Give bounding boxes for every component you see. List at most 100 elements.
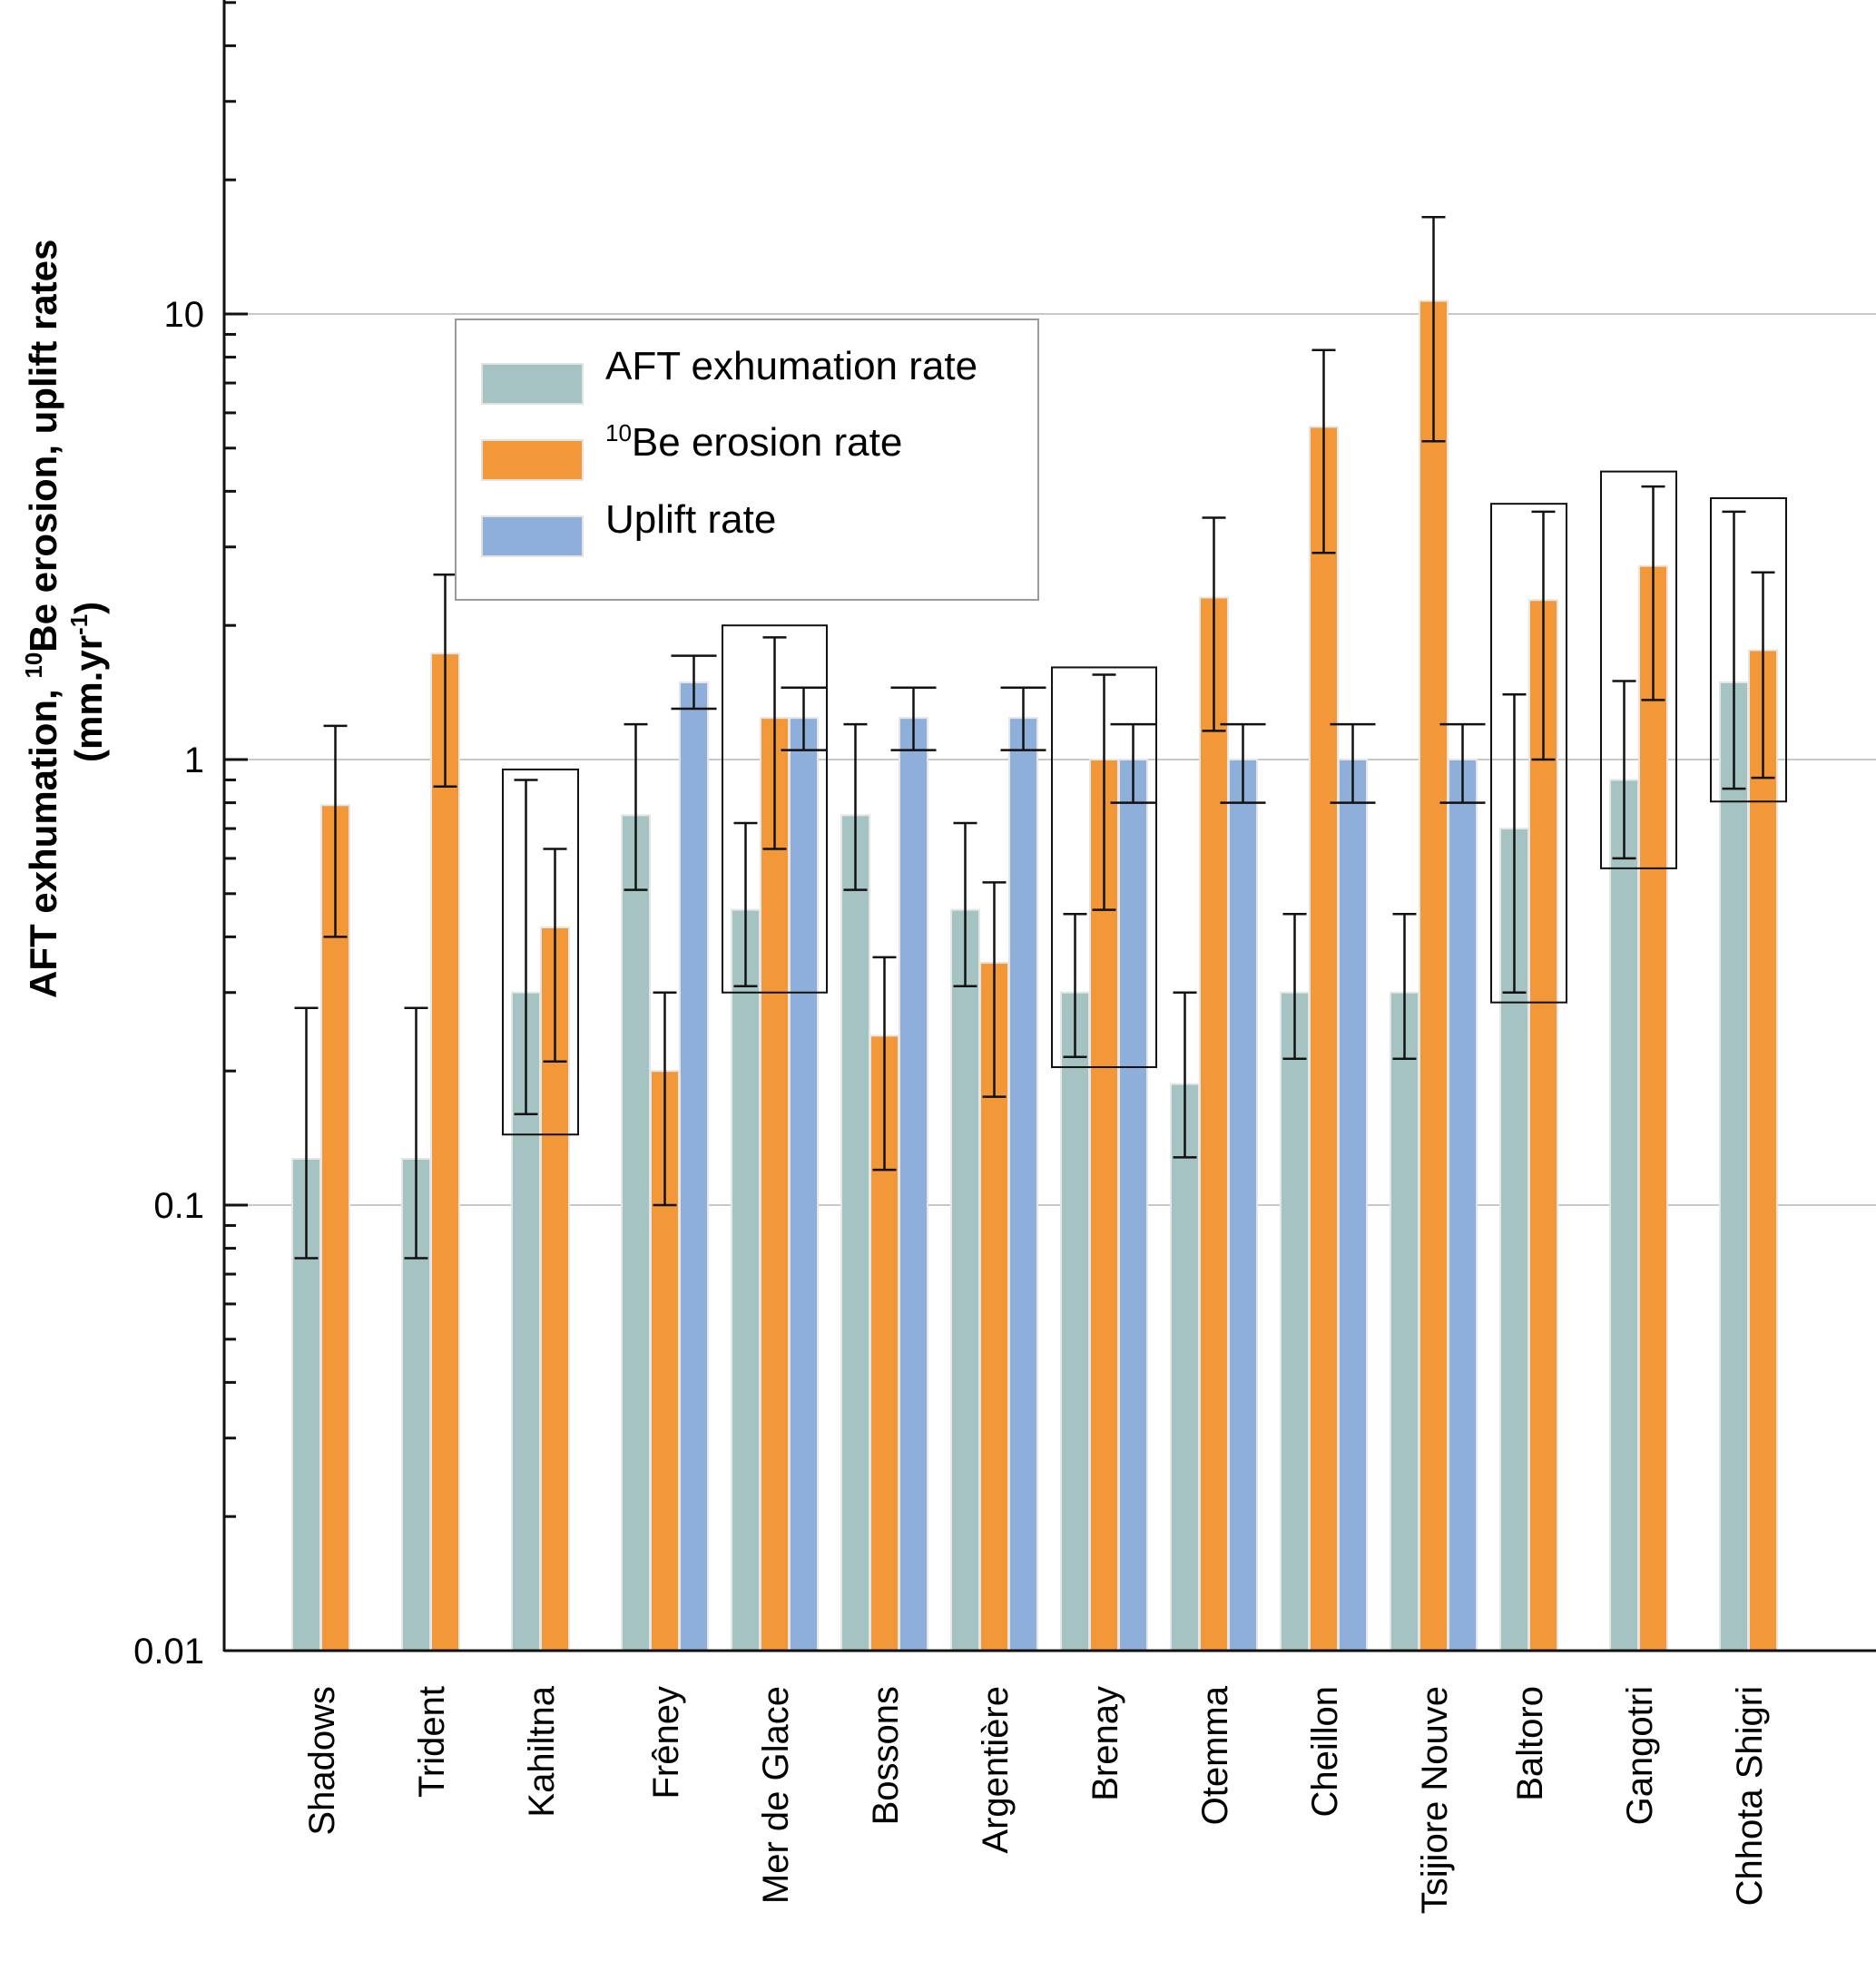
bar xyxy=(760,717,790,1652)
legend: AFT exhumation rate 10Be erosion rate Up… xyxy=(455,319,1039,601)
bar xyxy=(899,717,928,1652)
highlight-box xyxy=(1490,503,1567,1004)
y-tick-labels: 0.01 0.1 1 10 xyxy=(133,295,204,1672)
error-bar xyxy=(1330,722,1376,804)
error-bar xyxy=(982,881,1007,1098)
error-bar xyxy=(671,654,717,711)
bar xyxy=(731,908,761,1652)
y-tick-label: 1 xyxy=(184,740,204,780)
bar xyxy=(679,681,709,1652)
bar xyxy=(1338,759,1368,1652)
bars xyxy=(291,299,1778,1652)
x-category-label: Shadows xyxy=(302,1686,342,1836)
legend-label-aft: AFT exhumation rate xyxy=(605,344,977,388)
error-bar xyxy=(1092,673,1116,911)
error-bar xyxy=(890,686,937,751)
error-bar xyxy=(1311,348,1336,554)
error-bar xyxy=(1421,215,1446,443)
bar xyxy=(1448,759,1478,1652)
error-bar xyxy=(1110,722,1156,804)
error-bar xyxy=(843,722,868,891)
bar xyxy=(840,814,870,1652)
bar xyxy=(1170,1083,1200,1652)
legend-label-uplift: Uplift rate xyxy=(605,497,776,542)
error-bar xyxy=(624,722,648,891)
error-bar xyxy=(514,779,538,1116)
bar xyxy=(1390,991,1419,1652)
error-bar xyxy=(733,821,758,987)
x-category-label: Brenay xyxy=(1085,1686,1125,1801)
x-category-label: Argentière xyxy=(976,1686,1016,1854)
error-bar xyxy=(1612,680,1636,860)
error-bar xyxy=(872,956,897,1172)
highlight-box xyxy=(1600,470,1677,869)
bar xyxy=(1748,649,1778,1652)
y-axis-title-superscript: 10 xyxy=(20,652,47,679)
bar xyxy=(1638,564,1668,1652)
bar xyxy=(1419,299,1449,1652)
bar xyxy=(430,652,460,1652)
error-bar xyxy=(1392,913,1417,1061)
highlight-boxes xyxy=(502,470,1787,1136)
x-category-label: Kahiltna xyxy=(522,1685,562,1817)
bar xyxy=(621,814,651,1652)
legend-label-10be: 10Be erosion rate xyxy=(605,419,902,465)
error-bar xyxy=(1000,686,1046,751)
error-bar xyxy=(1439,722,1486,804)
legend-swatch-10be xyxy=(481,439,584,481)
highlight-box xyxy=(722,624,828,994)
bar xyxy=(1008,717,1038,1652)
error-bar xyxy=(1282,913,1307,1061)
error-bar xyxy=(543,848,567,1064)
highlight-box xyxy=(502,768,579,1136)
bar xyxy=(1528,599,1558,1652)
x-category-label: Baltoro xyxy=(1510,1686,1550,1801)
error-bar xyxy=(1641,485,1665,701)
y-axis-units-superscript: -1 xyxy=(65,614,93,635)
bar xyxy=(1199,596,1229,1652)
error-bar xyxy=(433,573,457,788)
bar xyxy=(789,717,819,1652)
error-bar xyxy=(404,1006,428,1260)
x-category-label: Mer de Glace xyxy=(756,1686,796,1904)
error-bar xyxy=(323,724,348,938)
bar xyxy=(1060,991,1090,1652)
x-category-labels: Shadows Trident Kahiltna Frêney Mer de Glace… xyxy=(302,1685,1770,1914)
x-category-label: Tsijiore Nouve xyxy=(1415,1686,1455,1914)
legend-swatch-uplift xyxy=(481,515,584,557)
bar xyxy=(1719,681,1749,1652)
error-bar xyxy=(653,991,677,1207)
error-bar xyxy=(781,686,827,751)
x-category-label: Otemma xyxy=(1195,1685,1235,1825)
error-bars xyxy=(294,215,1775,1260)
error-bar xyxy=(1202,516,1226,732)
highlight-box xyxy=(1710,496,1787,803)
highlight-box xyxy=(1051,666,1157,1068)
y-tick-label: 10 xyxy=(164,295,205,335)
x-category-label: Bossons xyxy=(866,1686,906,1825)
bar xyxy=(1309,426,1339,1652)
bar xyxy=(1280,991,1310,1652)
error-bar xyxy=(1220,722,1266,804)
error-bar xyxy=(1502,693,1527,994)
x-category-label: Trident xyxy=(412,1686,452,1798)
y-axis-title: AFT exhumation, 10Be erosion, uplift rat… xyxy=(20,240,64,998)
x-category-label: Frêney xyxy=(646,1686,686,1799)
y-tick-label: 0.01 xyxy=(133,1632,204,1672)
error-bar xyxy=(1173,991,1197,1159)
bar xyxy=(1118,759,1148,1652)
error-bar xyxy=(1751,571,1775,779)
bar xyxy=(1228,759,1258,1652)
x-category-label: Cheillon xyxy=(1305,1686,1345,1818)
bar xyxy=(950,908,980,1652)
error-bar xyxy=(1722,510,1746,790)
y-tick-label: 0.1 xyxy=(153,1186,204,1226)
error-bar xyxy=(1063,913,1087,1059)
axes xyxy=(222,0,1876,1652)
bar xyxy=(1609,779,1639,1652)
error-bar xyxy=(953,821,977,987)
x-category-label: Chhota Shigri xyxy=(1730,1686,1770,1906)
error-bar xyxy=(1531,510,1556,761)
legend-swatch-aft xyxy=(481,363,584,405)
